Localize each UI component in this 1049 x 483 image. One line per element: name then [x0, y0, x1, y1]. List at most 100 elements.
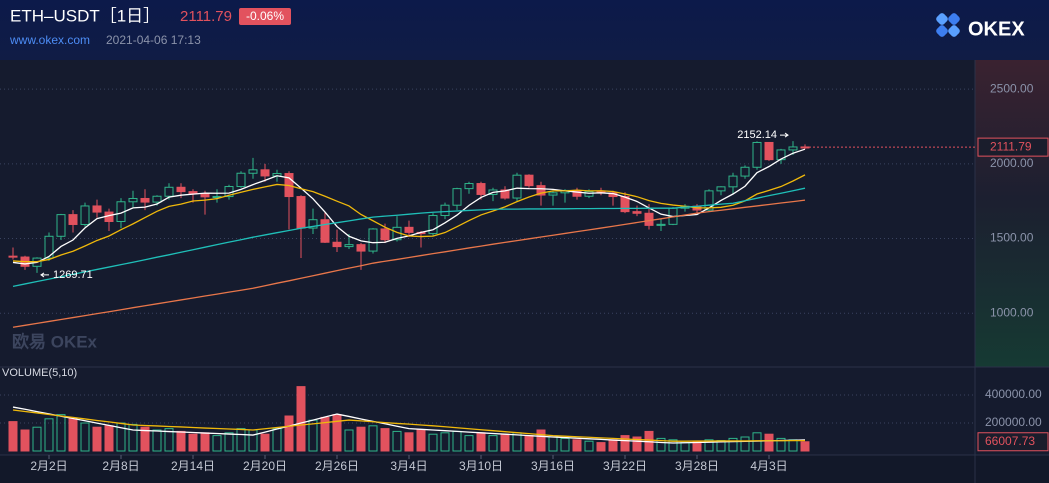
volume-bar	[560, 437, 570, 452]
candle-body	[584, 191, 594, 197]
y-tick-label: 1000.00	[990, 305, 1034, 319]
x-tick-label: 3月4日	[390, 459, 427, 473]
candle-body	[764, 141, 774, 161]
volume-bar	[44, 418, 54, 452]
x-tick-label: 3月22日	[603, 459, 647, 473]
volume-bar	[476, 432, 486, 452]
candle-body	[704, 190, 714, 211]
volume-bar	[152, 429, 162, 452]
candle-body	[428, 215, 438, 235]
candle-body	[752, 141, 762, 168]
volume-bar	[740, 436, 750, 452]
candle-body	[140, 197, 150, 203]
candle-body	[512, 174, 522, 199]
volume-bar	[440, 432, 450, 452]
volume-bar	[776, 437, 786, 452]
logo: OKEX	[936, 13, 1025, 40]
volume-bar	[104, 425, 114, 452]
volume-bar	[56, 414, 66, 452]
time-axis-bg	[0, 455, 1049, 483]
candle-body	[464, 183, 474, 190]
candle-body	[644, 212, 654, 226]
candle-body	[656, 223, 666, 226]
volume-bar	[404, 432, 414, 452]
volume-bar	[296, 386, 306, 452]
candle-body	[68, 214, 78, 225]
y-tick-label: 2000.00	[990, 156, 1034, 170]
min-arrow	[40, 272, 49, 278]
candle-body	[176, 186, 186, 193]
change: -0.06%	[246, 9, 284, 23]
x-tick-label: 2月14日	[171, 459, 215, 473]
candle-body	[452, 188, 462, 206]
ma-line	[12, 187, 806, 287]
volume-bar	[752, 432, 762, 452]
volume-bar	[668, 439, 678, 452]
candle-body	[716, 186, 726, 192]
candle-body	[788, 146, 798, 151]
price-box-label: 2111.79	[990, 139, 1032, 153]
volume-bar	[632, 436, 642, 452]
volume-bar	[356, 426, 366, 452]
candle-body	[56, 214, 66, 237]
candle-body	[8, 255, 18, 258]
volume-bar	[536, 429, 546, 452]
candle-body	[200, 193, 210, 198]
candle-body	[44, 235, 54, 259]
candle-body	[740, 166, 750, 177]
current-price: 2111.79	[180, 8, 232, 25]
candle-body	[440, 204, 450, 217]
candle-body	[344, 244, 354, 248]
volume-bar	[488, 435, 498, 452]
volume-bar	[92, 426, 102, 452]
volume-bar	[620, 435, 630, 452]
volume-bar	[164, 428, 174, 452]
volume-bar	[764, 433, 774, 452]
volume-bar	[8, 421, 18, 452]
volume-bar	[416, 429, 426, 452]
candle-body	[356, 244, 366, 252]
volume-bar	[176, 430, 186, 452]
volume-bar	[236, 428, 246, 452]
candle-body	[500, 189, 510, 199]
title: ETH–USDT［1日］	[10, 6, 160, 25]
volume-bar	[284, 415, 294, 452]
ma-line	[12, 174, 806, 263]
change-badge	[239, 8, 291, 25]
candle-body	[332, 241, 342, 248]
volume-bar	[392, 430, 402, 452]
candle-body	[92, 205, 102, 213]
y-tick-label: 1500.00	[990, 231, 1034, 245]
y-tick-label: 2500.00	[990, 81, 1034, 95]
volume-bar	[428, 433, 438, 452]
volume-bar	[332, 414, 342, 452]
volume-title: VOLUME(5,10)	[2, 367, 77, 379]
candle-body	[524, 174, 534, 187]
candle-body	[248, 169, 258, 174]
price-axis-bg	[975, 60, 1049, 367]
volume-bar	[608, 439, 618, 452]
volume-bar	[140, 426, 150, 452]
volume-bar	[68, 418, 78, 452]
candle-body	[380, 228, 390, 241]
volume-bar	[656, 437, 666, 452]
price-box	[977, 137, 1049, 157]
candle-body	[80, 205, 90, 225]
x-tick-label: 3月28日	[675, 459, 719, 473]
x-tick-label: 2月8日	[102, 459, 139, 473]
volume-bar	[524, 435, 534, 452]
volume-bar	[368, 425, 378, 452]
candle-body	[296, 196, 306, 229]
candle-body	[368, 228, 378, 252]
candle-body	[128, 197, 138, 203]
y-tick-label: 200000.00	[985, 415, 1042, 429]
volume-bar	[32, 426, 42, 452]
volume-box-label: 66007.73	[985, 434, 1035, 448]
x-tick-label: 2月26日	[315, 459, 359, 473]
volume-bar	[224, 432, 234, 452]
max-arrow	[780, 132, 789, 138]
x-tick-label: 2月2日	[30, 459, 67, 473]
volume-bar	[464, 435, 474, 452]
